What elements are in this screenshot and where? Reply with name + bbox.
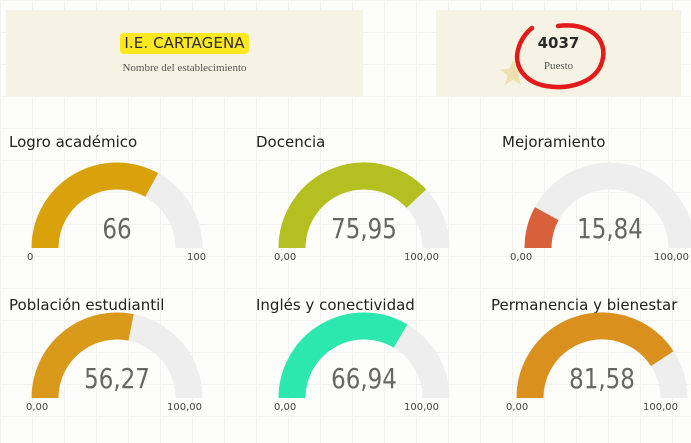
gauge-ingles-conectividad: Inglés y conectividad 66,94 0,00 100,00 xyxy=(256,296,486,436)
gauge-fill xyxy=(278,312,408,399)
gauge-arc xyxy=(524,162,691,249)
gauge-permanencia-bienestar: Permanencia y bienestar 81,58 0,00 100,0… xyxy=(491,296,691,436)
gauge-arc xyxy=(31,162,203,249)
gauge-value: 75,95 xyxy=(331,212,397,245)
gauge-arc xyxy=(516,312,688,399)
gauge-fill xyxy=(516,312,674,399)
gauge-docencia: Docencia 75,95 0,00 100,00 xyxy=(256,133,486,273)
gauge-max-label: 100,00 xyxy=(404,402,439,413)
gauge-mejoramiento: Mejoramiento 15,84 0,00 100,00 xyxy=(502,133,691,273)
gauge-max-label: 100,00 xyxy=(404,252,439,263)
gauge-value: 81,58 xyxy=(569,362,635,395)
gauge-min-label: 0,00 xyxy=(510,252,533,263)
gauge-arc xyxy=(278,162,450,249)
gauge-arc xyxy=(31,312,203,399)
gauge-logro-academico: Logro académico 66 0 100 xyxy=(9,133,239,273)
gauge-value: 56,27 xyxy=(84,362,150,395)
gauge-min-label: 0,00 xyxy=(26,402,49,413)
school-name: I.E. CARTAGENA xyxy=(120,32,249,54)
gauge-title: Población estudiantil xyxy=(9,296,165,314)
gauge-title: Mejoramiento xyxy=(502,133,606,151)
gauge-min-label: 0,00 xyxy=(274,252,297,263)
gauge-max-label: 100 xyxy=(187,252,207,263)
school-card: I.E. CARTAGENA Nombre del establecimient… xyxy=(6,10,363,96)
gauge-fill xyxy=(524,207,559,249)
rank-caption: Puesto xyxy=(543,60,574,72)
star-icon xyxy=(500,60,526,85)
gauge-title: Inglés y conectividad xyxy=(256,296,415,314)
gauge-max-label: 100,00 xyxy=(654,252,689,263)
gauge-min-label: 0 xyxy=(27,252,34,263)
gauge-value: 66 xyxy=(102,212,132,245)
gauge-max-label: 100,00 xyxy=(167,402,202,413)
gauge-poblacion-estudiantil: Población estudiantil 56,27 0,00 100,00 xyxy=(9,296,239,436)
gauge-fill xyxy=(31,162,159,249)
gauge-arc xyxy=(278,312,450,399)
gauge-max-label: 100,00 xyxy=(643,402,678,413)
school-caption: Nombre del establecimiento xyxy=(122,61,247,74)
gauge-fill xyxy=(278,162,427,249)
gauge-value: 15,84 xyxy=(577,212,643,245)
rank-value: 4037 xyxy=(537,34,580,52)
gauge-title: Logro académico xyxy=(9,133,138,151)
gauge-value: 66,94 xyxy=(331,362,397,395)
gauge-title: Permanencia y bienestar xyxy=(491,296,678,314)
gauge-min-label: 0,00 xyxy=(506,402,529,413)
gauge-fill xyxy=(31,312,134,399)
rank-annotation-circle xyxy=(514,23,606,90)
gauge-min-label: 0,00 xyxy=(274,402,297,413)
gauge-title: Docencia xyxy=(256,133,326,151)
